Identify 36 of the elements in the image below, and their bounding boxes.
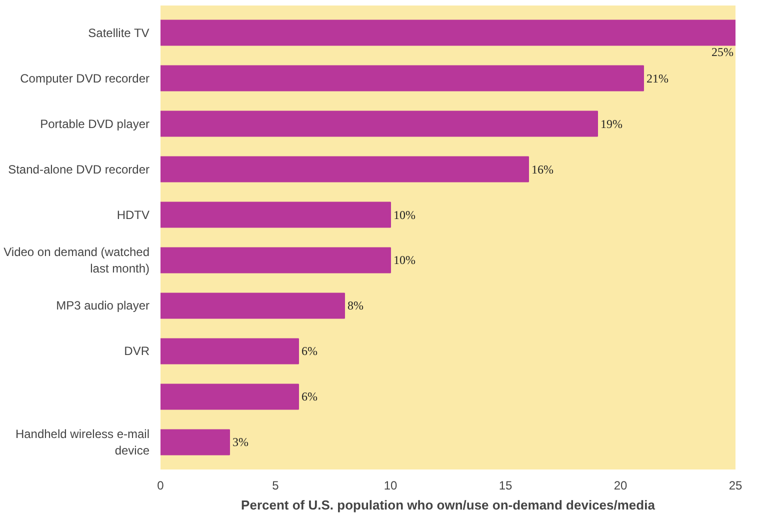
- bar: [160, 20, 736, 46]
- data-label: 8%: [348, 298, 364, 313]
- data-label: 10%: [394, 253, 416, 268]
- data-label: 25%: [712, 44, 734, 59]
- x-tick-label: 20: [614, 478, 628, 492]
- data-label: 6%: [302, 390, 318, 404]
- y-tick-label: Portable DVD player: [40, 116, 150, 131]
- bar: [160, 338, 299, 364]
- y-tick-label: DVR: [124, 344, 150, 358]
- y-tick-label: Satellite TV: [88, 26, 150, 40]
- bar: [160, 65, 644, 92]
- data-label: 3%: [232, 435, 248, 450]
- y-tick-label: MP3 audio player: [56, 298, 150, 313]
- bar: [160, 292, 345, 319]
- y-tick-label: HDTV: [116, 208, 150, 222]
- y-tick-label: Computer DVD recorder: [20, 71, 150, 86]
- bar: [160, 110, 598, 137]
- data-label: 16%: [532, 162, 554, 176]
- y-tick-label: Video on demand (watched last month): [4, 244, 150, 276]
- data-label: 19%: [600, 116, 622, 131]
- y-tick-label: Handheld wireless e-mail device: [15, 426, 150, 458]
- data-label: 6%: [302, 344, 318, 358]
- y-tick-label: Stand-alone DVD recorder: [8, 162, 150, 176]
- x-axis-title: Percent of U.S. population who own/use on-demand devices/media: [241, 498, 656, 512]
- x-tick-label: 15: [498, 478, 512, 492]
- x-tick-label: 0: [157, 478, 164, 492]
- x-tick-label: 5: [272, 478, 280, 492]
- data-label: 10%: [394, 208, 416, 222]
- x-tick-label: 25: [728, 478, 742, 492]
- data-label: 21%: [646, 71, 668, 86]
- bar: [160, 202, 391, 228]
- bar: [160, 247, 391, 274]
- bar: [160, 384, 299, 410]
- bar: [160, 156, 529, 182]
- x-tick-label: 10: [384, 478, 398, 492]
- bar: [160, 429, 230, 456]
